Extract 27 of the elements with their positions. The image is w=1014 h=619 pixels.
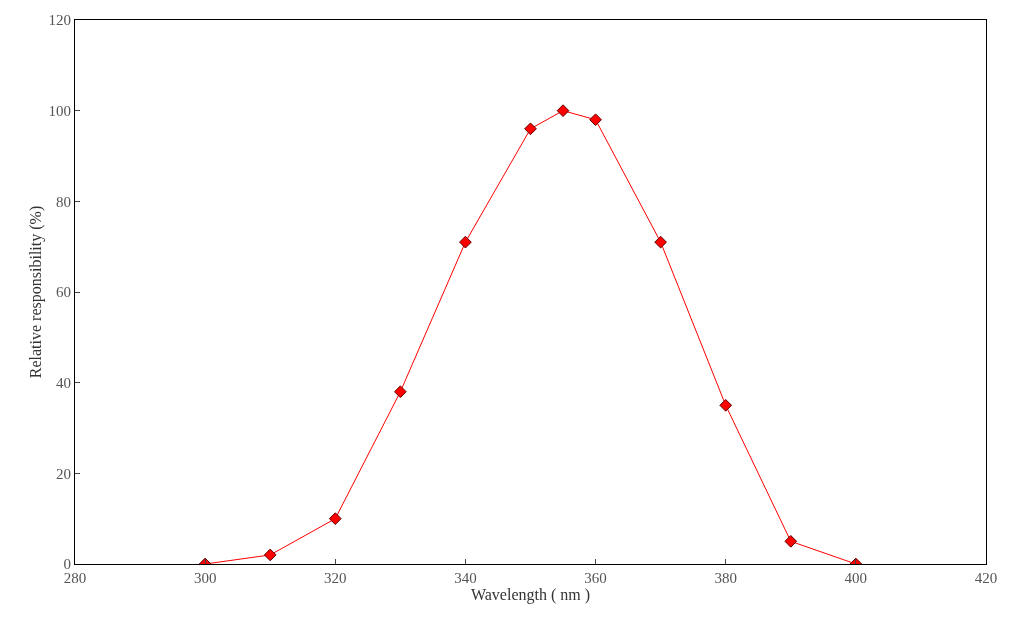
point [654,235,667,249]
y-tick-label: 60 [56,284,71,301]
point [589,113,602,127]
point [263,548,277,562]
x-axis-title: Wavelength ( nm ) [470,586,591,604]
x-tick-label: 420 [974,570,998,586]
point [719,398,733,412]
point [784,534,798,548]
x-tick-label: 300 [193,570,217,586]
point [328,512,342,526]
y-tick-label: 0 [63,556,71,573]
y-axis-title: Relative responsibility (%) [27,205,46,379]
x-tick-label: 280 [63,570,87,586]
y-tick-label: 80 [56,193,71,210]
y-tick-label: 100 [48,102,71,119]
y-tick-label: 20 [56,465,71,482]
point [394,385,407,399]
point [524,122,537,136]
x-tick-label: 320 [324,570,347,586]
y-tick-label: 120 [48,12,71,29]
x-tick-label: 360 [584,570,607,586]
point [459,235,472,249]
x-tick-label: 380 [714,570,737,586]
x-tick-label: 400 [844,570,868,586]
x-tick-label: 340 [454,570,477,586]
y-tick-label: 40 [56,374,71,391]
point [556,104,570,118]
